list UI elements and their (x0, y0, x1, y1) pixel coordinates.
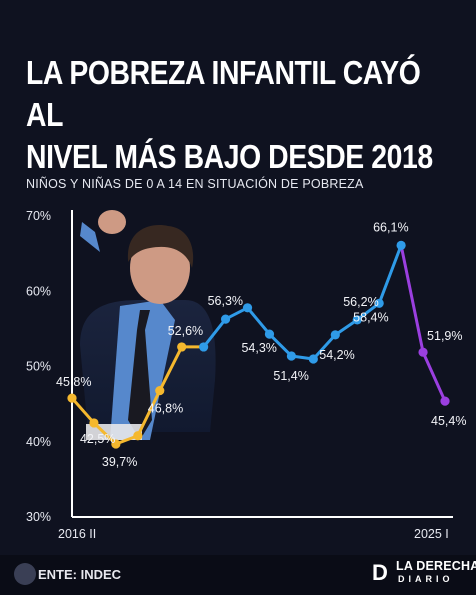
photo-figure (80, 210, 216, 440)
series-points (67, 240, 450, 449)
user-icon (14, 563, 36, 585)
data-point (440, 396, 450, 406)
data-point (418, 347, 428, 357)
y-tick-label: 50% (26, 360, 51, 374)
data-label: 56,2% (343, 295, 378, 309)
data-point (308, 354, 318, 364)
y-tick-label: 30% (26, 510, 51, 524)
x-tick-label-end: 2025 I (414, 527, 449, 541)
data-label: 56,3% (208, 294, 243, 308)
data-label: 54,3% (241, 341, 276, 355)
chart-axes (71, 210, 453, 518)
y-axis-ticks: 30% 40% 50% 60% 70% (26, 209, 51, 524)
data-label: 46,8% (148, 402, 183, 416)
x-tick-label-start: 2016 II (58, 527, 96, 541)
data-point (374, 298, 384, 308)
data-point (155, 385, 165, 396)
headline-line-1: LA POBREZA INFANTIL CAYÓ AL (26, 54, 421, 133)
data-point (286, 351, 297, 361)
data-point (220, 314, 231, 324)
series-line-segment (399, 245, 447, 402)
brand-logo: D LA DERECHA DIARIO (372, 557, 476, 589)
data-point (111, 439, 121, 449)
data-point (67, 393, 77, 403)
data-label: 45,8% (56, 375, 91, 389)
data-label: 58,4% (353, 310, 388, 324)
logo-line-1: LA DERECHA (396, 559, 476, 573)
data-label: 54,2% (319, 348, 354, 362)
data-point (330, 330, 340, 340)
data-label: 39,7% (102, 455, 137, 469)
data-label: 42,5% (80, 432, 115, 446)
logo-mark-icon: D (372, 560, 388, 585)
data-labels: 45,8% 42,5% 39,7% 46,8% 52,6% 56,3% 54,3% 51,4%… (56, 220, 466, 469)
data-point (133, 431, 143, 441)
y-tick-label: 40% (26, 435, 51, 449)
y-tick-label: 60% (26, 284, 51, 298)
x-axis-ticks: 2016 II 2025 I (58, 527, 449, 541)
data-point (352, 315, 362, 325)
data-point (89, 418, 99, 428)
headline-line-2: NIVEL MÁS BAJO DESDE 2018 (26, 138, 433, 175)
data-point (264, 329, 275, 339)
y-tick-label: 70% (26, 209, 51, 223)
headline: LA POBREZA INFANTIL CAYÓ AL NIVEL MÁS BA… (26, 52, 456, 178)
data-point (396, 240, 406, 250)
data-point (177, 342, 187, 352)
poverty-line-chart: 30% 40% 50% 60% 70% 2016 II 2025 I 45,8% 42,5%… (26, 209, 466, 541)
series-line-segment (202, 244, 403, 361)
source-label: ENTE: INDEC (38, 567, 122, 582)
data-label: 66,1% (373, 220, 408, 234)
data-label: 51,4% (273, 369, 308, 383)
logo-line-2: DIARIO (398, 574, 454, 584)
data-label: 52,6% (168, 324, 203, 338)
data-point (242, 303, 253, 313)
data-label: 45,4% (431, 414, 466, 428)
chart-subtitle: NIÑOS Y NIÑAS DE 0 A 14 EN SITUACIÓN DE … (26, 177, 364, 191)
footer-bar (0, 555, 476, 595)
data-label: 51,9% (427, 329, 462, 343)
data-point (199, 342, 209, 352)
